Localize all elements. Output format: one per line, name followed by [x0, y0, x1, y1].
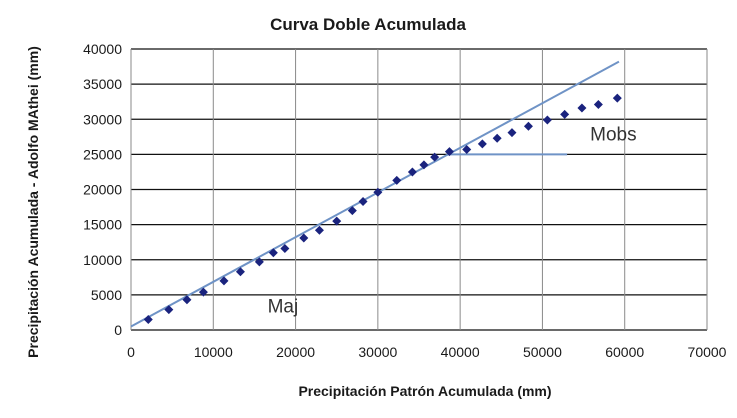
- data-point-25: [542, 115, 552, 125]
- data-point-1: [164, 305, 174, 315]
- y-tick-label-4: 20000: [83, 182, 122, 198]
- annotation-mobs: Mobs: [590, 124, 636, 145]
- y-axis-ticks: 0 5000 10000 15000 20000 25000 30000 35000 40000: [83, 41, 122, 338]
- x-axis-ticks: 0 10000 20000 30000 40000 50000 60000 70000: [127, 344, 727, 360]
- data-point-16: [407, 167, 417, 177]
- data-point-27: [577, 103, 587, 113]
- data-point-18: [430, 152, 440, 162]
- x-tick-label-0: 0: [127, 344, 135, 360]
- y-tick-label-3: 15000: [83, 217, 122, 233]
- data-point-24: [523, 121, 533, 131]
- data-point-28: [593, 99, 603, 109]
- annotations: Mobs Maj: [268, 124, 637, 317]
- y-tick-label-7: 35000: [83, 76, 122, 92]
- y-tick-label-0: 0: [114, 322, 122, 338]
- x-tick-label-2: 20000: [276, 344, 315, 360]
- y-tick-label-1: 5000: [91, 287, 122, 303]
- data-point-10: [314, 225, 324, 235]
- data-point-15: [392, 175, 402, 185]
- data-point-19: [444, 147, 454, 157]
- data-point-17: [419, 160, 429, 170]
- data-point-3: [198, 287, 208, 297]
- chart-title: Curva Doble Acumulada: [270, 15, 466, 34]
- y-tick-label-8: 40000: [83, 41, 122, 57]
- data-point-29: [612, 93, 622, 103]
- y-tick-label-6: 30000: [83, 111, 122, 127]
- data-point-26: [560, 109, 570, 119]
- x-tick-label-4: 40000: [441, 344, 480, 360]
- data-point-5: [235, 267, 245, 277]
- data-point-12: [347, 206, 357, 216]
- x-tick-label-3: 30000: [358, 344, 397, 360]
- data-point-9: [299, 233, 309, 243]
- data-point-20: [462, 144, 472, 154]
- y-axis-title: Precipitación Acumulada - Adolfo MAthei …: [25, 46, 41, 358]
- trend-line-maj: [130, 60, 620, 328]
- data-point-14: [373, 187, 383, 197]
- data-point-13: [358, 196, 368, 206]
- data-point-7: [268, 248, 278, 258]
- x-tick-label-1: 10000: [194, 344, 233, 360]
- data-point-6: [254, 257, 264, 267]
- data-point-23: [507, 128, 517, 138]
- x-tick-label-6: 60000: [605, 344, 644, 360]
- annotation-maj: Maj: [268, 296, 299, 317]
- x-tick-label-7: 70000: [688, 344, 727, 360]
- data-point-2: [182, 295, 192, 305]
- data-point-4: [219, 276, 229, 286]
- trend-lines: [130, 60, 620, 328]
- data-point-11: [332, 216, 342, 226]
- data-point-22: [492, 133, 502, 143]
- y-tick-label-2: 10000: [83, 252, 122, 268]
- data-point-8: [280, 244, 290, 254]
- x-tick-label-5: 50000: [523, 344, 562, 360]
- y-tick-label-5: 25000: [83, 146, 122, 162]
- x-axis-title: Precipitación Patrón Acumulada (mm): [298, 383, 551, 399]
- data-point-21: [477, 139, 487, 149]
- data-point-0: [143, 314, 153, 324]
- data-points: [143, 93, 622, 324]
- grid-lines: [130, 48, 708, 331]
